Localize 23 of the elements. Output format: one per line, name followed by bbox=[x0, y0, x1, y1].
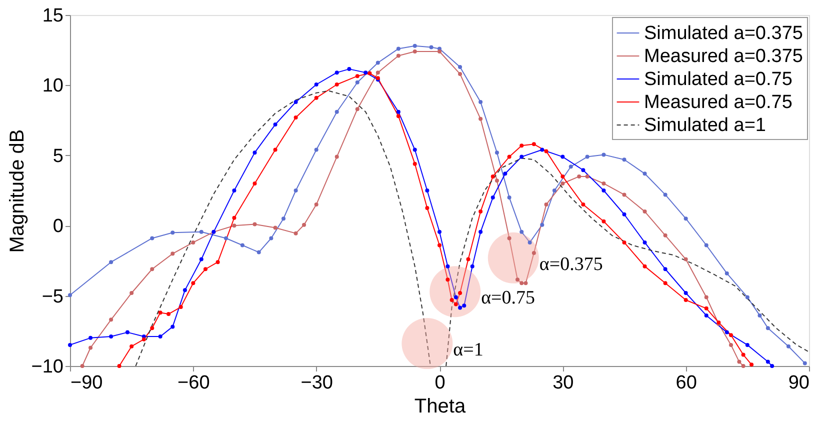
x-tick-label: 30 bbox=[552, 372, 574, 394]
x-tick-label: 90 bbox=[788, 372, 810, 394]
annotation: α=0.75 bbox=[481, 288, 536, 309]
y-tick-label: 15 bbox=[42, 6, 64, 26]
y-tick-label: 0 bbox=[52, 216, 64, 238]
legend-label: Simulated a=0.75 bbox=[644, 69, 792, 90]
x-tick-label: −30 bbox=[300, 372, 333, 394]
x-tick-label: −60 bbox=[178, 372, 210, 394]
legend-label: Measured a=0.375 bbox=[644, 46, 803, 67]
y-tick-label: −5 bbox=[42, 286, 64, 308]
y-axis-title: Magnitude dB bbox=[6, 129, 28, 253]
annotation: α=0.375 bbox=[539, 254, 603, 275]
y-tick-label: 10 bbox=[42, 76, 64, 97]
x-tick-label: 0 bbox=[434, 372, 446, 394]
y-tick-label: −10 bbox=[31, 356, 64, 378]
x-axis-title: Theta bbox=[414, 396, 466, 418]
x-tick-label: 60 bbox=[676, 372, 697, 394]
legend-label: Simulated a=1 bbox=[644, 115, 766, 136]
annotation: α=1 bbox=[453, 340, 484, 361]
x-tick-label: −90 bbox=[70, 372, 103, 394]
y-tick-label: 5 bbox=[52, 146, 64, 167]
legend-label: Simulated a=0.375 bbox=[644, 23, 803, 44]
legend-label: Measured a=0.75 bbox=[644, 92, 792, 113]
